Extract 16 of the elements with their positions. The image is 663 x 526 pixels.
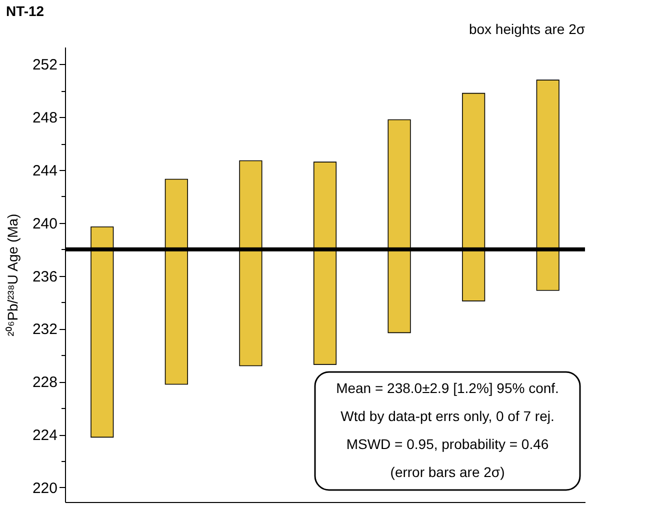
y-tick-label: 220	[32, 480, 58, 497]
y-tick-label: 252	[32, 56, 58, 74]
y-tick-label: 232	[32, 321, 58, 338]
y-tick-label: 224	[32, 427, 58, 444]
y-tick-label: 240	[32, 215, 58, 232]
y-tick-label: 228	[32, 374, 58, 392]
y-axis-title: ²⁰⁶Pb/²³⁸U Age (Ma)	[4, 214, 20, 336]
chart-subtitle: box heights are 2σ	[468, 21, 586, 37]
y-tick-label: 244	[32, 162, 58, 180]
annotation: Wtd by data-pt errs only, 0 of 7 rej.	[340, 408, 554, 424]
y-tick-label: 236	[32, 268, 58, 286]
annotation: Mean = 238.0±2.9 [1.2%] 95% conf.	[336, 380, 559, 396]
annotation: MSWD = 0.95, probability = 0.46	[346, 436, 549, 452]
annotation: (error bars are 2σ)	[390, 464, 505, 480]
y-tick-label: 248	[32, 110, 58, 127]
chart-title: NT-12	[6, 3, 44, 19]
